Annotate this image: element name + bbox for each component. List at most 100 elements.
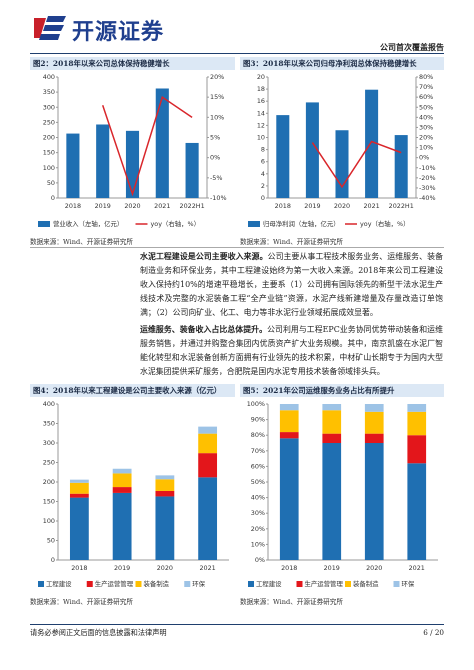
y-tick-label: 250 xyxy=(43,118,55,126)
source: 数据来源：Wind、开源证券研究所 xyxy=(240,238,343,246)
chart: 0 2 4 6 8 10 12 14 16 18 20 -40% -30% -20% -10% 0% 10% 20… xyxy=(248,73,436,228)
y-tick-label: 60% xyxy=(251,462,265,470)
header-rule xyxy=(30,53,444,54)
x-tick-label: 2022H1 xyxy=(389,202,414,210)
x-tick-label: 2019 xyxy=(95,202,111,210)
x-tick-label: 2020 xyxy=(124,202,140,210)
legend-label: 生产运营管理 xyxy=(305,579,344,588)
x-tick-label: 2019 xyxy=(304,202,320,210)
y2-tick-label: -40% xyxy=(419,194,436,202)
legend-label: 环保 xyxy=(402,579,415,588)
bar-segment xyxy=(69,497,89,560)
bar-segment xyxy=(364,404,384,412)
y-tick-label: 0 xyxy=(51,194,55,202)
y2-tick-label: -30% xyxy=(419,184,436,192)
bar-segment xyxy=(112,473,132,488)
x-tick-label: 2020 xyxy=(334,202,350,210)
bar-segment xyxy=(322,433,342,443)
bar-segment xyxy=(407,463,427,560)
x-tick-label: 2018 xyxy=(281,564,297,572)
y2-tick-label: 20% xyxy=(419,134,433,142)
legend-label: yoy（右轴，%） xyxy=(151,219,201,228)
legend-swatch xyxy=(38,221,50,227)
x-tick-label: 2018 xyxy=(275,202,291,210)
chart-title: 图4：2018年以来工程建设是公司主要收入来源（亿元） xyxy=(30,384,235,397)
bar-segment xyxy=(279,404,299,411)
chart: 0 50 100 150 200 250 300 350 400 2018 2019 2020 2021… xyxy=(38,400,229,588)
logo xyxy=(34,16,66,40)
lead: 水泥工程建设是公司主要收入来源。 xyxy=(140,252,268,261)
bar-segment xyxy=(69,493,89,498)
bar xyxy=(276,115,290,198)
y-tick-label: 20% xyxy=(251,525,265,533)
paragraph: 运维服务、装备收入占比总体提升。公司利用与工程EPC业务协同优势带动装备和运维服… xyxy=(140,323,443,379)
paragraph: 水泥工程建设是公司主要收入来源。公司主要从事工程技术服务业务、运维服务、装备制造… xyxy=(140,250,443,320)
y-tick-label: 300 xyxy=(43,103,55,111)
x-tick-label: 2019 xyxy=(114,564,130,572)
y-tick-label: 16 xyxy=(257,97,265,105)
y2-tick-label: 40% xyxy=(419,113,433,121)
bar-segment xyxy=(364,443,384,560)
y-tick-label: 50 xyxy=(47,537,55,545)
y2-tick-label: 20% xyxy=(210,73,224,81)
bar-segment xyxy=(407,404,427,412)
bar-segment xyxy=(198,426,218,434)
bar-segment xyxy=(112,492,132,560)
x-tick-label: 2019 xyxy=(324,564,340,572)
y-tick-label: 200 xyxy=(43,134,55,142)
legend-label: 归母净利润（左轴，亿元） xyxy=(263,219,340,228)
bar-segment xyxy=(364,433,384,443)
bar-segment xyxy=(155,479,175,491)
line xyxy=(101,95,193,197)
bar xyxy=(185,142,199,198)
y2-tick-label: 60% xyxy=(419,93,433,101)
y2-tick-label: 30% xyxy=(419,123,433,131)
y-tick-label: 350 xyxy=(43,88,55,96)
y-tick-label: 2 xyxy=(261,182,265,190)
y-tick-label: 30% xyxy=(251,509,265,517)
y-tick-label: 200 xyxy=(43,478,55,486)
source: 数据来源：Wind、开源证券研究所 xyxy=(30,238,133,246)
bar-segment xyxy=(364,411,384,434)
legend-swatch xyxy=(248,221,260,227)
legend-swatch xyxy=(393,581,400,587)
legend-swatch xyxy=(345,581,351,587)
y2-tick-label: 15% xyxy=(210,93,224,101)
y-tick-label: 150 xyxy=(43,498,55,506)
bar xyxy=(305,102,319,198)
bar-segment xyxy=(112,468,132,474)
y-tick-label: 300 xyxy=(43,439,55,447)
text: 公司利用与工程EPC业务协同优势带动装备和运维服务销售，并通过并购整合集团内优质… xyxy=(140,325,443,376)
bar xyxy=(365,89,379,198)
y-tick-label: 350 xyxy=(43,420,55,428)
x-tick-label: 2018 xyxy=(71,564,87,572)
y2-tick-label: -5% xyxy=(210,174,222,182)
y-tick-label: 50% xyxy=(251,478,265,486)
legend-swatch xyxy=(135,581,142,587)
y-tick-label: 50 xyxy=(47,179,55,187)
y-tick-label: 0 xyxy=(51,556,55,564)
y-tick-label: 10% xyxy=(251,540,265,548)
y-tick-label: 100 xyxy=(43,517,55,525)
lead: 运维服务、装备收入占比总体提升。 xyxy=(140,325,268,334)
bar-segment xyxy=(322,404,342,411)
y2-tick-label: 10% xyxy=(419,144,433,152)
x-tick-label: 2021 xyxy=(409,564,425,572)
source: 数据来源：Wind、开源证券研究所 xyxy=(30,598,133,606)
chart-title: 图3：2018年以来公司归母净利润总体保持稳健增长 xyxy=(240,57,444,70)
report-type: 公司首次覆盖报告 xyxy=(380,42,444,52)
y-tick-label: 400 xyxy=(43,73,55,81)
y2-tick-label: 80% xyxy=(419,73,433,81)
disclaimer: 请务必参阅正文后面的信息披露和法律声明 xyxy=(30,628,167,637)
legend-label: 装备制造 xyxy=(144,579,170,588)
y-tick-label: 18 xyxy=(257,85,265,93)
bar-segment xyxy=(279,432,299,439)
legend-label: 工程建设 xyxy=(256,579,282,588)
chart: 0% 10% 20% 30% 40% 50% 60% 70% 80% 90% 100% 2018 201… xyxy=(247,400,438,588)
separator xyxy=(30,247,444,248)
bar-segment xyxy=(322,410,342,434)
y-tick-label: 100 xyxy=(43,164,55,172)
y-tick-label: 90% xyxy=(251,416,265,424)
y-tick-label: 0% xyxy=(255,556,265,564)
x-tick-label: 2022H1 xyxy=(180,202,205,210)
